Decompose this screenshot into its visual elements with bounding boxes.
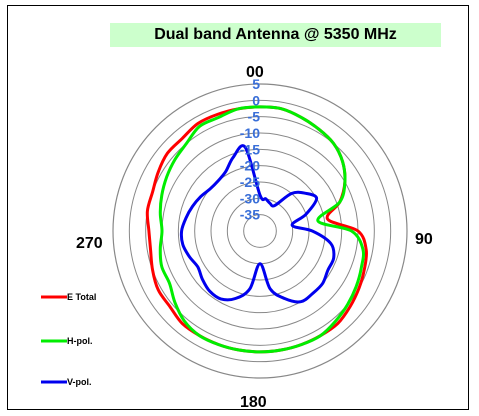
legend-label-e-total: E Total [67, 292, 97, 302]
title-background [110, 23, 441, 47]
radial-tick-label: -30 [240, 190, 260, 206]
radial-tick-label: -15 [240, 141, 260, 157]
angle-label-90: 90 [415, 231, 433, 248]
grid-ring [177, 148, 343, 314]
series-line-2 [179, 144, 336, 304]
grid-ring [112, 83, 408, 379]
grid-ring [145, 116, 375, 346]
series-line-1 [158, 105, 366, 354]
grid-ring [161, 132, 359, 330]
chart-title: Dual band Antenna @ 5350 MHz [154, 26, 397, 43]
angle-label-270: 270 [76, 235, 103, 252]
legend-label-h-pol: H-pol. [67, 336, 93, 346]
grid-ring [243, 214, 277, 248]
grid-ring [194, 165, 326, 297]
radial-tick-label: 5 [252, 76, 260, 92]
radial-tick-label: 0 [252, 92, 260, 108]
grid-ring [128, 99, 392, 363]
angle-label-180: 180 [240, 394, 267, 411]
grid-ring [226, 197, 294, 265]
radial-tick-label: -20 [240, 158, 260, 174]
radial-tick-label: -10 [240, 125, 260, 141]
angle-label-0: 00 [246, 64, 264, 81]
radial-tick-label: -25 [240, 174, 260, 190]
radial-tick-label: -5 [248, 109, 261, 125]
chart-frame [7, 5, 469, 410]
radial-tick-label: -35 [240, 207, 260, 223]
legend-label-v-pol: V-pol. [67, 377, 92, 387]
